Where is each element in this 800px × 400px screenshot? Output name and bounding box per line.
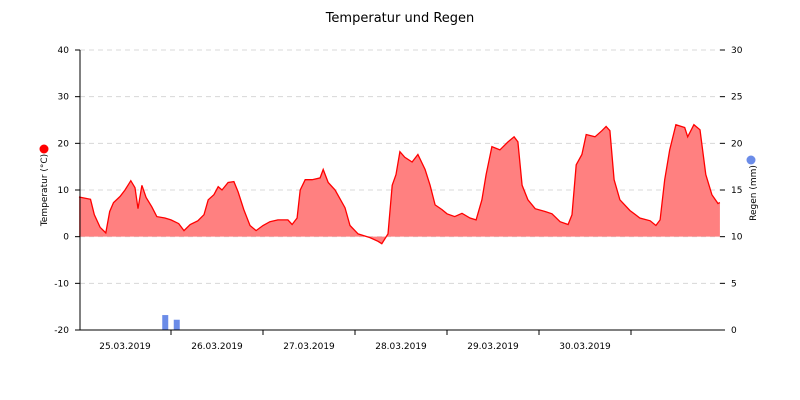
temperature-legend-dot xyxy=(39,144,49,154)
y2-tick-label: 25 xyxy=(731,93,742,103)
temperature-line xyxy=(78,123,721,245)
y2-tick-label: 20 xyxy=(731,139,743,149)
rain-legend-dot xyxy=(746,155,756,165)
y-tick-label: 20 xyxy=(58,139,70,149)
x-tick-label: 28.03.2019 xyxy=(375,342,427,352)
temperature-area xyxy=(79,124,720,244)
x-tick-label: 29.03.2019 xyxy=(467,342,519,352)
y2-tick-label: 5 xyxy=(731,279,737,289)
y-tick-label: 0 xyxy=(63,233,69,243)
y-tick-label: 40 xyxy=(58,46,70,56)
temperature-series xyxy=(78,123,721,245)
y2-tick-label: 15 xyxy=(731,186,742,196)
x-tick-label: 30.03.2019 xyxy=(559,342,611,352)
y2-tick-label: 30 xyxy=(731,46,743,56)
x-tick-label: 25.03.2019 xyxy=(99,342,151,352)
y2-tick-label: 0 xyxy=(731,326,737,336)
y2-tick-label: 10 xyxy=(731,233,743,243)
y-tick-label: -10 xyxy=(54,279,69,289)
rain-bar xyxy=(173,319,180,330)
rain-series xyxy=(162,315,180,330)
y-axis-label-right: Regen (mm) xyxy=(749,165,759,221)
y-tick-label: 30 xyxy=(58,93,70,103)
axes: -20 -10 0 10 20 30 40 0 5 10 15 20 25 30 25.03.2019 26.… xyxy=(54,46,742,352)
x-tick-label: 27.03.2019 xyxy=(283,342,335,352)
x-tick-label: 26.03.2019 xyxy=(191,342,243,352)
chart-title: Temperatur und Regen xyxy=(325,11,475,26)
y-tick-label: 10 xyxy=(58,186,70,196)
y-axis-label-left: Temperatur (°C) xyxy=(40,154,50,227)
y-tick-label: -20 xyxy=(54,326,69,336)
rain-bar xyxy=(162,315,169,330)
